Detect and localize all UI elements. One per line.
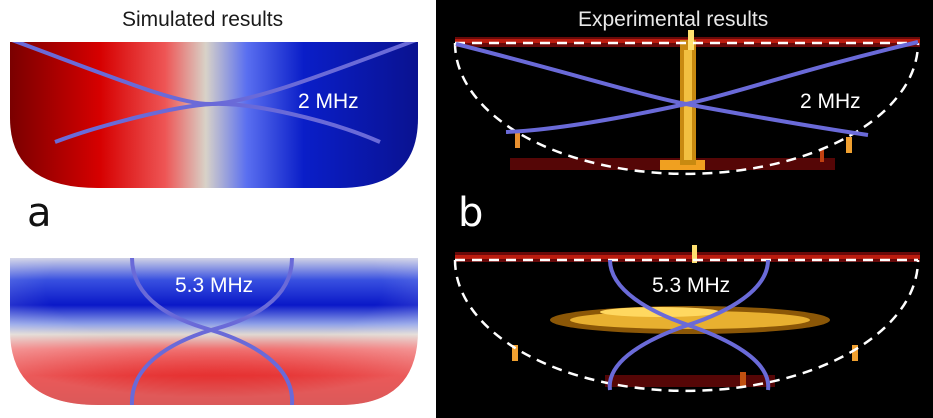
experimental-results-title: Experimental results [578,8,769,31]
freq-label-sim-bottom: 5.3 MHz [175,274,253,297]
sim-mode-5-3mhz: 5.3 MHz [10,258,418,405]
simulated-results-title: Simulated results [122,8,284,31]
exp-mode-5-3mhz: 5.3 MHz [453,245,920,393]
exp-mode-curve [505,40,919,134]
freq-label-sim-top: 2 MHz [298,90,359,113]
exp-mode-curve [607,259,770,391]
sim-mode-curve [54,42,417,144]
freq-label-exp-bottom: 5.3 MHz [652,274,730,297]
panel-label-b: b [458,190,484,236]
exp-mode-2mhz: 2 MHz [453,30,920,176]
panel-label-a: a [27,190,52,236]
freq-label-exp-top: 2 MHz [800,90,861,113]
sim-mode-2mhz: 2 MHz [10,42,418,188]
sim-mode-curve [129,258,294,405]
